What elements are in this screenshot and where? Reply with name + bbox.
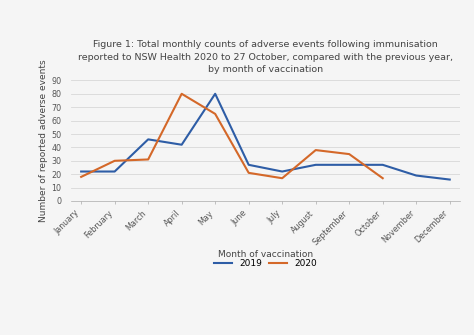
2020 [279,176,285,180]
Y-axis label: Number of reported adverse events: Number of reported adverse events [39,59,48,222]
2019 [279,170,285,174]
2019 [413,174,419,178]
Line: 2020: 2020 [81,94,383,178]
2019 [447,178,453,182]
2019 [246,163,252,167]
X-axis label: Month of vaccination: Month of vaccination [218,250,313,259]
2019 [179,143,184,147]
2019 [346,163,352,167]
2020 [380,176,385,180]
2020 [112,159,118,163]
2019 [78,170,84,174]
2020 [346,152,352,156]
2019 [313,163,319,167]
2020 [146,157,151,161]
2020 [246,171,252,175]
Title: Figure 1: Total monthly counts of adverse events following immunisation
reported: Figure 1: Total monthly counts of advers… [78,40,453,74]
2019 [146,137,151,141]
2020 [78,175,84,179]
2019 [112,170,118,174]
2020 [212,112,218,116]
Line: 2019: 2019 [81,94,450,180]
2020 [179,92,184,96]
2019 [212,92,218,96]
2019 [380,163,385,167]
Legend: 2019, 2020: 2019, 2020 [210,255,321,271]
2020 [313,148,319,152]
